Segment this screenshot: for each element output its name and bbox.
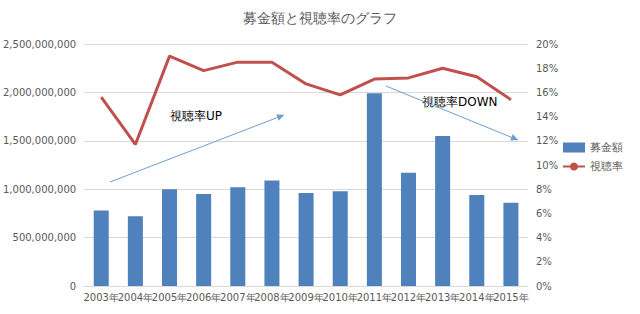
- svg-text:500,000,000: 500,000,000: [13, 232, 77, 243]
- svg-text:募金額と視聴率のグラフ: 募金額と視聴率のグラフ: [243, 10, 397, 26]
- svg-text:12%: 12%: [536, 135, 558, 146]
- svg-text:2012年: 2012年: [391, 292, 426, 303]
- svg-text:2,000,000,000: 2,000,000,000: [3, 87, 76, 98]
- svg-text:2005年: 2005年: [152, 292, 187, 303]
- svg-text:視聴率DOWN: 視聴率DOWN: [422, 95, 498, 109]
- svg-text:20%: 20%: [536, 39, 558, 50]
- svg-text:2013年: 2013年: [425, 292, 460, 303]
- svg-text:18%: 18%: [536, 63, 558, 74]
- svg-text:6%: 6%: [536, 208, 552, 219]
- svg-text:視聴率UP: 視聴率UP: [170, 109, 222, 123]
- svg-text:2011年: 2011年: [357, 292, 392, 303]
- svg-text:0%: 0%: [536, 281, 552, 292]
- svg-text:2014年: 2014年: [459, 292, 494, 303]
- svg-text:2015年: 2015年: [493, 292, 528, 303]
- svg-text:4%: 4%: [536, 232, 552, 243]
- svg-text:2008年: 2008年: [254, 292, 289, 303]
- svg-text:2009年: 2009年: [288, 292, 323, 303]
- svg-text:1,500,000,000: 1,500,000,000: [3, 135, 76, 146]
- svg-text:2004年: 2004年: [118, 292, 153, 303]
- svg-text:16%: 16%: [536, 87, 558, 98]
- svg-text:視聴率: 視聴率: [590, 160, 623, 173]
- svg-text:0: 0: [70, 281, 76, 292]
- svg-text:2%: 2%: [536, 256, 552, 267]
- svg-text:10%: 10%: [536, 160, 558, 171]
- svg-text:2006年: 2006年: [186, 292, 221, 303]
- svg-text:募金額: 募金額: [590, 141, 623, 154]
- svg-text:2010年: 2010年: [322, 292, 357, 303]
- svg-text:8%: 8%: [536, 184, 552, 195]
- svg-text:1,000,000,000: 1,000,000,000: [3, 184, 76, 195]
- svg-text:2003年: 2003年: [84, 292, 119, 303]
- svg-text:2007年: 2007年: [220, 292, 255, 303]
- svg-text:2,500,000,000: 2,500,000,000: [3, 39, 76, 50]
- svg-text:14%: 14%: [536, 111, 558, 122]
